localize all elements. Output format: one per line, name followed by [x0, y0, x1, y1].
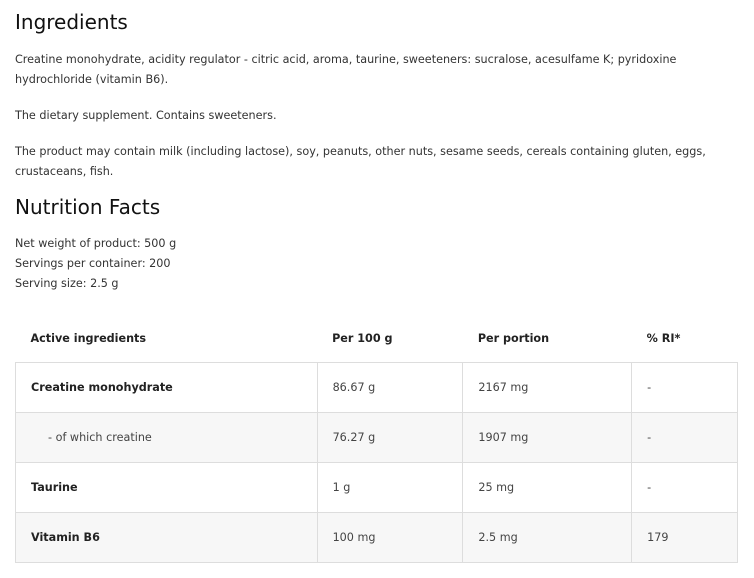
- cell-ri: -: [631, 412, 738, 463]
- cell-per-portion: 2167 mg: [462, 362, 633, 413]
- nutrition-title: Nutrition Facts: [15, 195, 161, 219]
- cell-ri: -: [631, 362, 738, 413]
- cell-ri: 179: [631, 512, 738, 563]
- cell-ingredient: - of which creatine: [15, 412, 318, 463]
- cell-ingredient: Taurine: [15, 462, 318, 513]
- net-weight: Net weight of product: 500 g: [15, 237, 177, 250]
- table-header-row: Active ingredients Per 100 g Per portion…: [16, 314, 738, 363]
- cell-per-100g: 76.27 g: [316, 412, 464, 463]
- table-row: Creatine monohydrate 86.67 g 2167 mg -: [15, 362, 738, 413]
- header-per-portion: Per portion: [477, 331, 550, 345]
- cell-ingredient: Creatine monohydrate: [15, 362, 318, 413]
- cell-ri: -: [631, 462, 738, 513]
- serving-size: Serving size: 2.5 g: [15, 277, 119, 290]
- header-active-ingredients: Active ingredients: [30, 331, 147, 345]
- cell-per-100g: 86.67 g: [316, 362, 464, 413]
- table-row: Taurine 1 g 25 mg -: [15, 462, 738, 513]
- cell-per-100g: 1 g: [316, 462, 464, 513]
- allergen-note: The product may contain milk (including …: [15, 145, 706, 178]
- cell-per-portion: 2.5 mg: [462, 512, 633, 563]
- cell-ingredient: Vitamin B6: [15, 512, 318, 563]
- supplement-note: The dietary supplement. Contains sweeten…: [15, 109, 277, 122]
- table-row: - of which creatine 76.27 g 1907 mg -: [15, 412, 738, 463]
- table-row: Vitamin B6 100 mg 2.5 mg 179: [15, 512, 738, 563]
- cell-per-portion: 1907 mg: [462, 412, 633, 463]
- header-per-100g: Per 100 g: [332, 331, 393, 345]
- cell-per-portion: 25 mg: [462, 462, 633, 513]
- header-ri: % RI*: [646, 331, 681, 345]
- ingredients-title: Ingredients: [15, 10, 128, 34]
- servings-per-container: Servings per container: 200: [15, 257, 171, 270]
- cell-per-100g: 100 mg: [316, 512, 464, 563]
- nutrition-table: Active ingredients Per 100 g Per portion…: [15, 314, 738, 563]
- ingredients-list: Creatine monohydrate, acidity regulator …: [15, 53, 677, 86]
